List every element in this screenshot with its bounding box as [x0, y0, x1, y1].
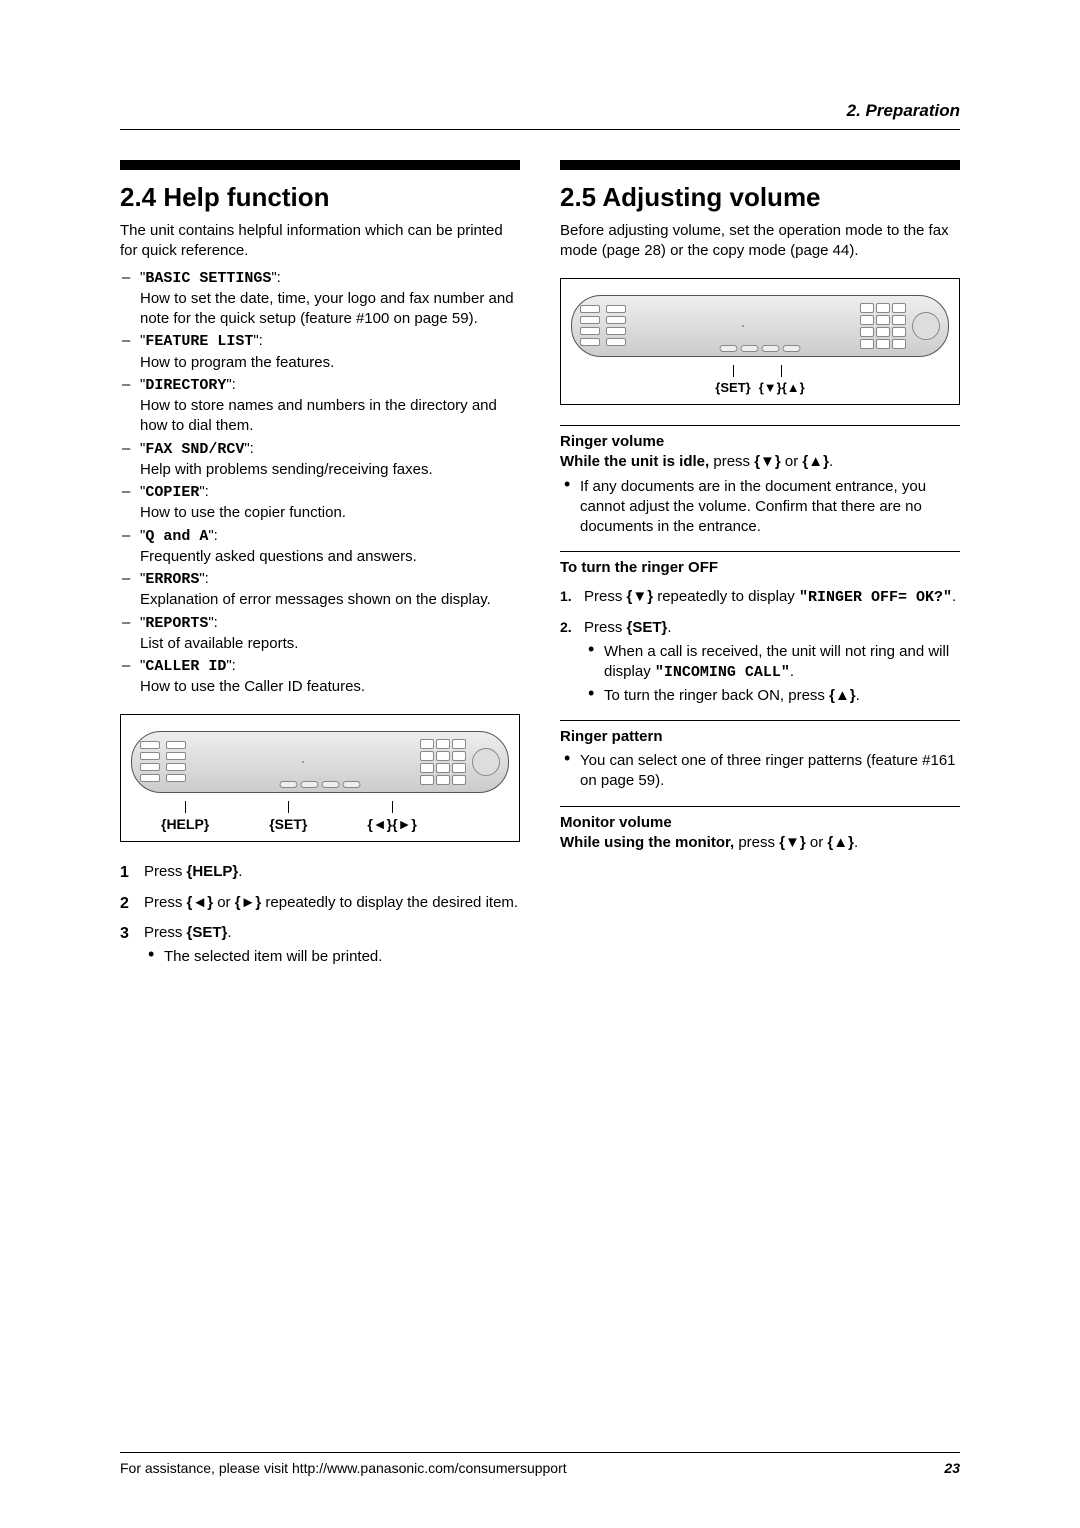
help-steps: 1 Press {HELP}. 2 Press {◄} or {►} repea…: [120, 862, 520, 967]
page-number: 23: [944, 1459, 960, 1478]
ringer-on-bullet: To turn the ringer back ON, press {▲}.: [604, 686, 960, 706]
monitor-volume-line: While using the monitor, press {▼} or {▲…: [560, 833, 960, 853]
help-item-desc: List of available reports.: [140, 635, 298, 652]
divider: [560, 425, 960, 426]
step-2: 2 Press {◄} or {►} repeatedly to display…: [144, 893, 520, 913]
ringer-off-step-1: 1. Press {▼} repeatedly to display "RING…: [584, 587, 960, 608]
help-item: "REPORTS":List of available reports.: [140, 613, 520, 655]
step-3: 3 Press {SET}. The selected item will be…: [144, 923, 520, 968]
device-illustration-box: {HELP} {SET} {◄}{►}: [120, 714, 520, 843]
help-item-label: REPORTS: [145, 615, 208, 632]
help-item-desc: Help with problems sending/receiving fax…: [140, 461, 433, 478]
divider: [560, 551, 960, 552]
device-illustration-box: {SET} {▼}{▲}: [560, 278, 960, 406]
help-item: "Q and A":Frequently asked questions and…: [140, 526, 520, 568]
help-item-label: FAX SND/RCV: [145, 441, 244, 458]
page-footer: For assistance, please visit http://www.…: [120, 1452, 960, 1478]
help-item-label: Q and A: [145, 528, 208, 545]
help-item-desc: How to use the copier function.: [140, 504, 346, 521]
help-item-desc: How to program the features.: [140, 354, 334, 371]
ringer-pattern-bullet: You can select one of three ringer patte…: [580, 751, 960, 792]
help-item-desc: Frequently asked questions and answers.: [140, 548, 417, 565]
monitor-volume-heading: Monitor volume: [560, 813, 960, 833]
help-topic-list: "BASIC SETTINGS":How to set the date, ti…: [120, 268, 520, 698]
help-item: "CALLER ID":How to use the Caller ID fea…: [140, 656, 520, 698]
section-bar: [120, 160, 520, 170]
left-column: 2.4 Help function The unit contains help…: [120, 160, 520, 977]
panel-label-row: {SET} {▼}{▲}: [571, 365, 949, 397]
chapter-label: 2. Preparation: [847, 101, 960, 120]
help-item-label: CALLER ID: [145, 658, 226, 675]
help-item: "FAX SND/RCV":Help with problems sending…: [140, 439, 520, 481]
arrow-key-label: {◄}{►}: [367, 815, 417, 834]
ringer-note: If any documents are in the document ent…: [580, 477, 960, 538]
help-item: "FEATURE LIST":How to program the featur…: [140, 331, 520, 373]
help-intro: The unit contains helpful information wh…: [120, 221, 520, 262]
help-item-desc: How to store names and numbers in the di…: [140, 397, 497, 434]
divider: [560, 806, 960, 807]
step-1: 1 Press {HELP}.: [144, 862, 520, 882]
divider: [560, 720, 960, 721]
help-item: "DIRECTORY":How to store names and numbe…: [140, 375, 520, 437]
ringer-idle-line: While the unit is idle, press {▼} or {▲}…: [560, 452, 960, 472]
help-item: "BASIC SETTINGS":How to set the date, ti…: [140, 268, 520, 330]
ringer-pattern-heading: Ringer pattern: [560, 727, 960, 747]
section-heading-volume: 2.5 Adjusting volume: [560, 180, 960, 215]
ringer-off-step-2: 2. Press {SET}. When a call is received,…: [584, 618, 960, 706]
help-item: "ERRORS":Explanation of error messages s…: [140, 569, 520, 611]
control-panel-icon: [131, 731, 509, 793]
help-item-label: DIRECTORY: [145, 377, 226, 394]
ringer-off-bullet: When a call is received, the unit will n…: [604, 642, 960, 684]
ringer-off-heading: To turn the ringer OFF: [560, 558, 960, 578]
footer-assistance-text: For assistance, please visit http://www.…: [120, 1459, 567, 1478]
panel-label-row: {HELP} {SET} {◄}{►}: [131, 801, 509, 834]
help-item-label: BASIC SETTINGS: [145, 270, 271, 287]
help-item-desc: How to set the date, time, your logo and…: [140, 290, 514, 327]
help-item-desc: Explanation of error messages shown on t…: [140, 591, 491, 608]
ringer-off-steps: 1. Press {▼} repeatedly to display "RING…: [560, 587, 960, 706]
arrow-key-label: {▼}{▲}: [759, 379, 805, 397]
help-item-desc: How to use the Caller ID features.: [140, 678, 365, 695]
section-heading-help: 2.4 Help function: [120, 180, 520, 215]
help-item-label: ERRORS: [145, 571, 199, 588]
control-panel-icon: [571, 295, 949, 357]
chapter-header: 2. Preparation: [120, 100, 960, 130]
help-item-label: FEATURE LIST: [145, 333, 253, 350]
set-key-label: {SET}: [715, 379, 750, 397]
help-item-label: COPIER: [145, 484, 199, 501]
right-column: 2.5 Adjusting volume Before adjusting vo…: [560, 160, 960, 977]
volume-intro: Before adjusting volume, set the operati…: [560, 221, 960, 262]
help-key-label: {HELP}: [161, 815, 209, 834]
step-3-bullet: The selected item will be printed.: [164, 947, 520, 967]
ringer-volume-heading: Ringer volume: [560, 432, 960, 452]
section-bar: [560, 160, 960, 170]
help-item: "COPIER":How to use the copier function.: [140, 482, 520, 524]
set-key-label: {SET}: [269, 815, 307, 834]
